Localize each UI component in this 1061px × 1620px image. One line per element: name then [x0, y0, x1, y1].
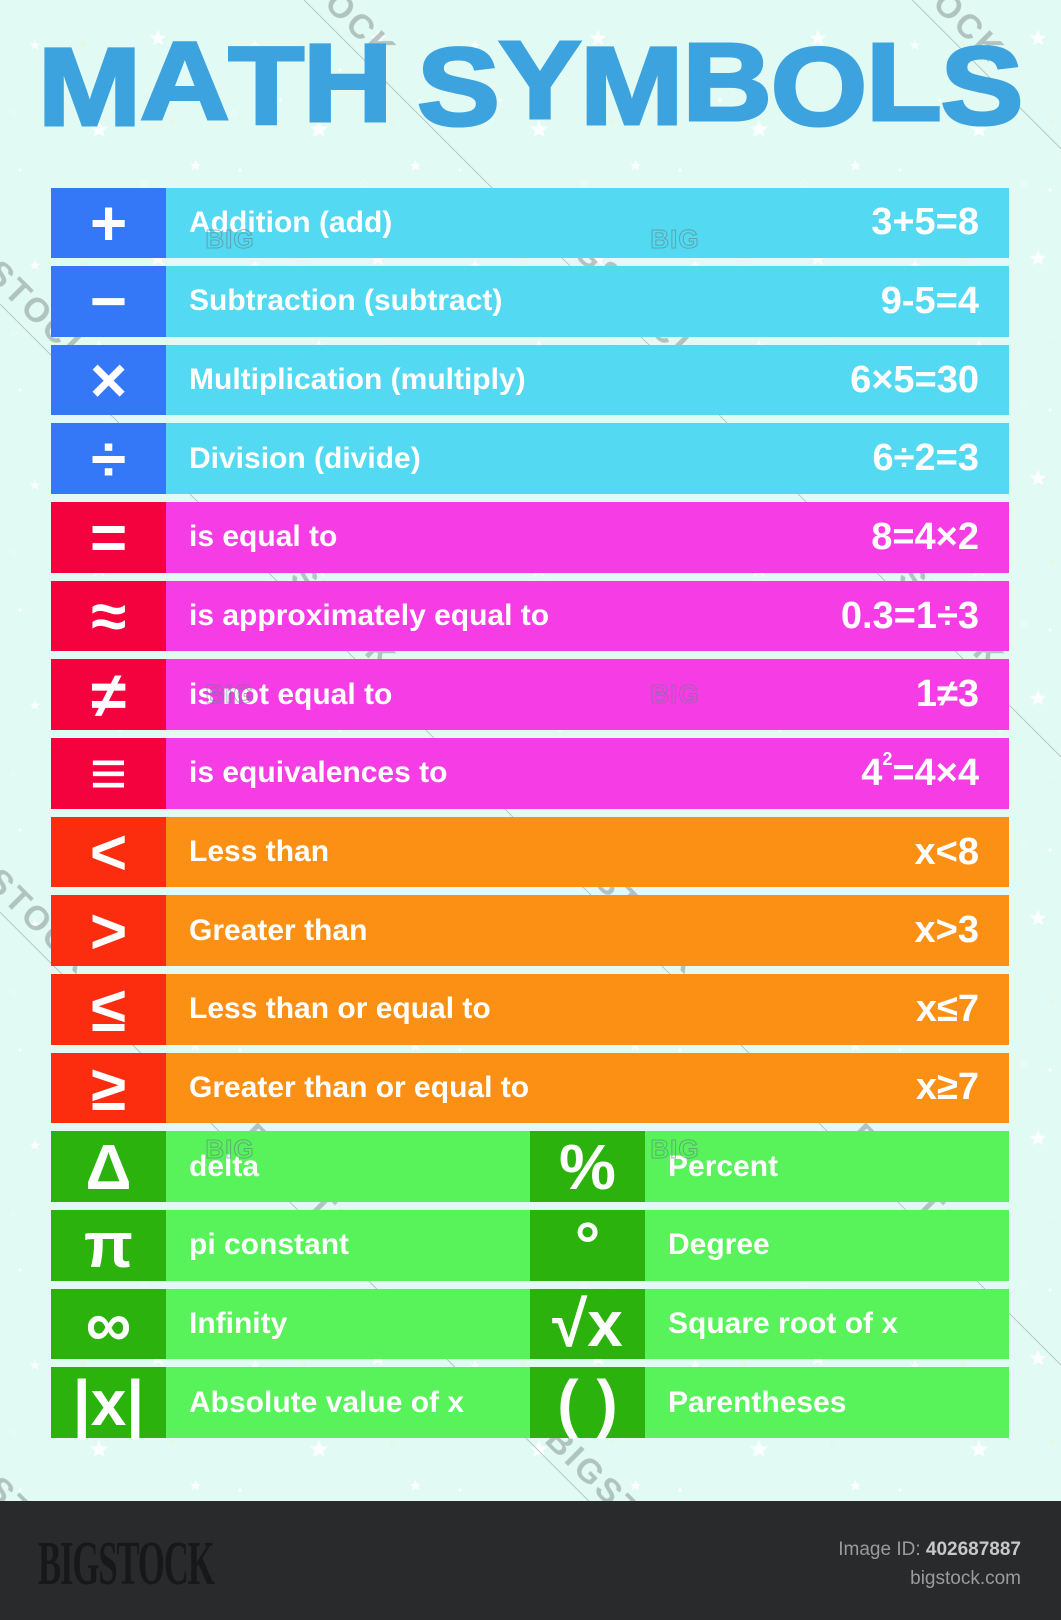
svg-text:MATHSYMBOLS: MATH SYMBOLS [38, 18, 1022, 148]
